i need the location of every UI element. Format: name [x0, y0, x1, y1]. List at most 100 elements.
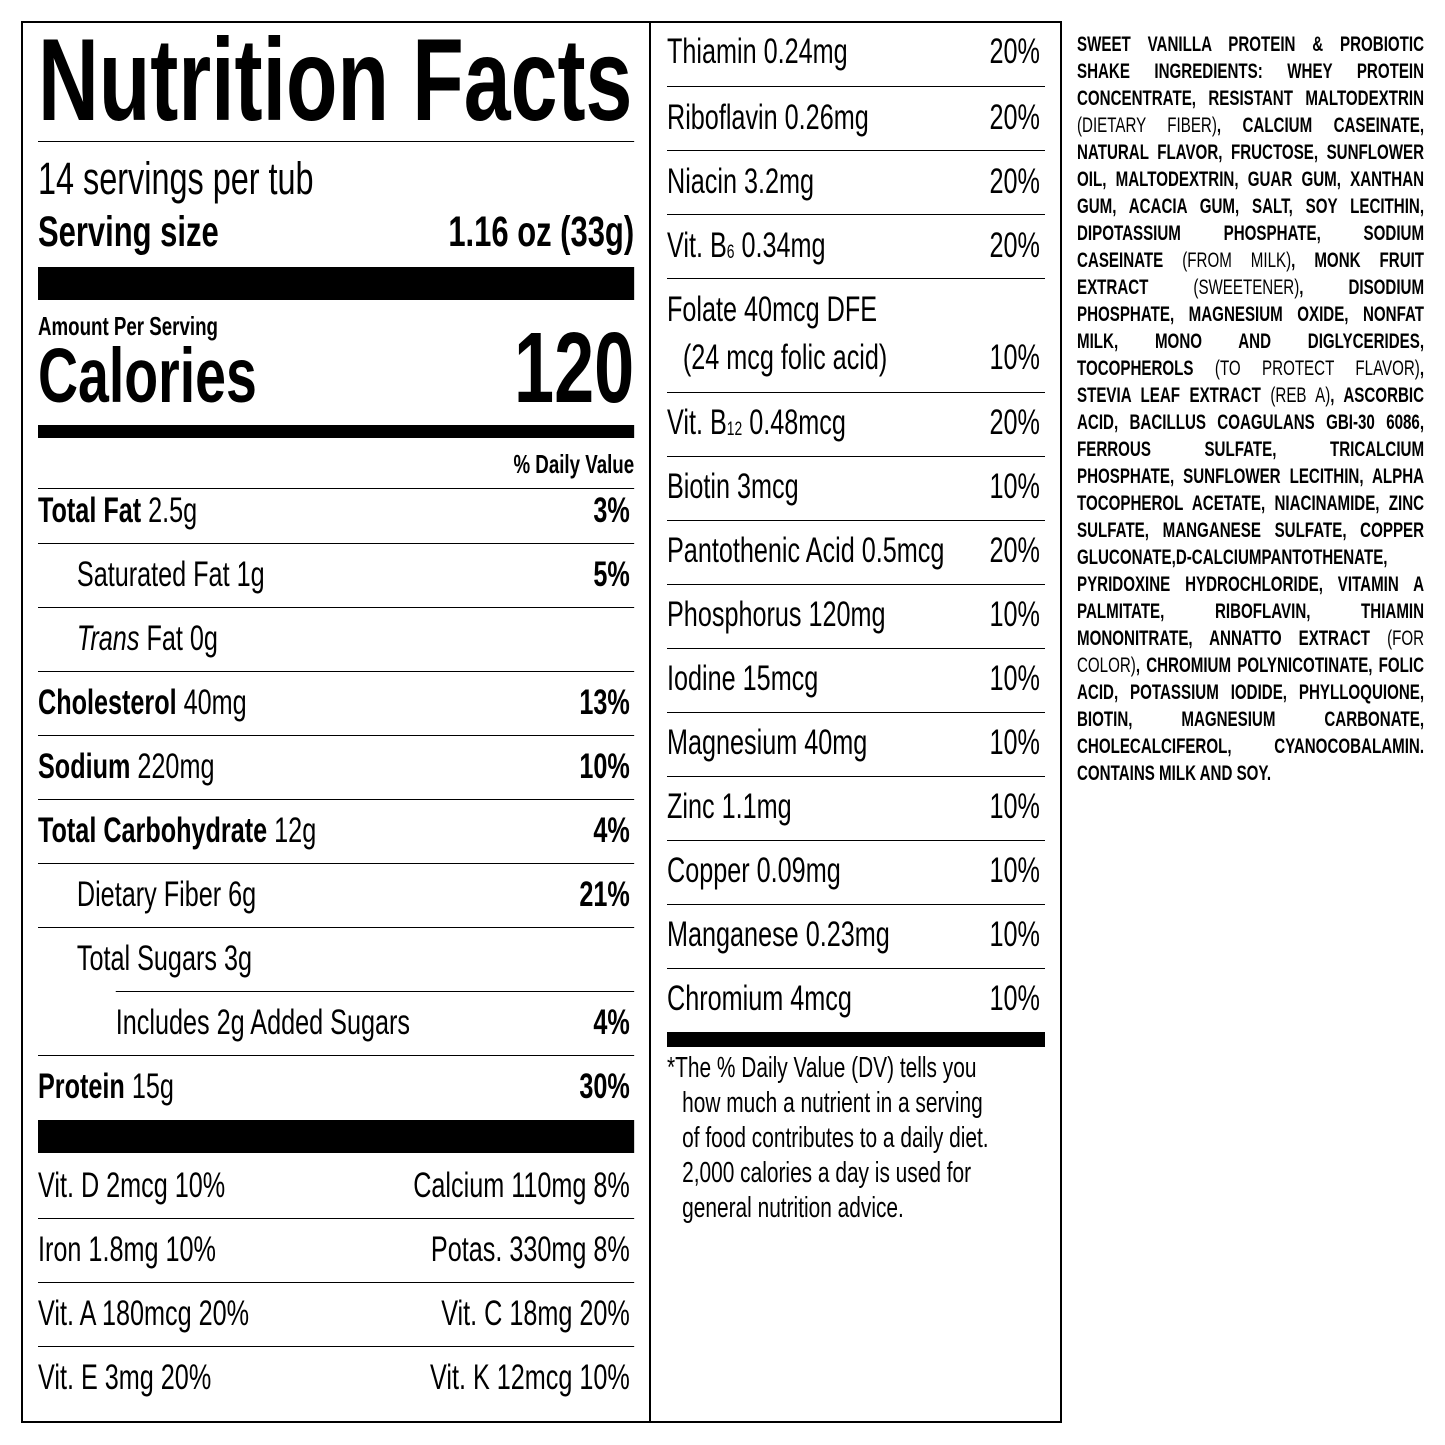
nutrient-label: Saturated Fat 1g	[77, 555, 265, 595]
divider	[667, 520, 1045, 521]
amount-per-serving: Amount Per Serving	[38, 311, 218, 341]
micronutrient-label: Thiamin 0.24mg	[667, 32, 848, 72]
medium-bar	[38, 425, 635, 438]
divider	[667, 456, 1045, 457]
nutrient-amount: 12g	[274, 811, 317, 850]
divider	[667, 648, 1045, 649]
nutrient-row: Sodium 220mg 10%	[38, 747, 630, 787]
nutrient-name: Sodium	[38, 747, 131, 786]
ingredient-note: (REB A)	[1270, 384, 1331, 407]
nutrient-name: Fat	[146, 619, 183, 658]
divider	[38, 863, 635, 864]
micronutrient-subscript: 12	[726, 418, 743, 440]
micronutrient-daily-value: 10%	[989, 787, 1040, 826]
serving-size-value: 1.16 oz (33g)	[448, 208, 635, 256]
label-title: Nutrition Facts	[38, 14, 633, 145]
micronutrient-subnote: (24 mcg folic acid)	[682, 338, 888, 377]
micronutrient-row: Phosphorus 120mg 10%	[667, 595, 1040, 635]
micronutrient-amount: 0.48mcg	[742, 403, 846, 442]
micronutrient-name: Manganese 0.23mg	[667, 915, 890, 954]
column-divider	[649, 22, 651, 1421]
divider	[38, 141, 635, 142]
nutrient-row: Total Carbohydrate 12g 4%	[38, 811, 630, 851]
ingredient-text: , ASCORBIC ACID, BACILLUS COAGULANS GBI-…	[1077, 384, 1425, 650]
vitamin-right: Vit. C 18mg 20%	[441, 1294, 630, 1333]
micronutrient-row: Thiamin 0.24mg 20%	[667, 32, 1040, 72]
micronutrient-label: Biotin 3mcg	[667, 467, 799, 507]
footnote-line: 2,000 calories a day is used for	[682, 1157, 972, 1189]
micronutrient-name: Copper 0.09mg	[667, 851, 841, 890]
serving-size-row: Serving size 1.16 oz (33g)	[38, 208, 634, 256]
nutrient-row: Protein 15g 30%	[38, 1067, 630, 1107]
divider	[667, 776, 1045, 777]
micronutrient-name: Riboflavin 0.26mg	[667, 98, 869, 137]
micronutrient-name: Iodine 15mcg	[667, 659, 819, 698]
micronutrient-label: Pantothenic Acid 0.5mcg	[667, 531, 944, 571]
micronutrient-daily-value: 10%	[989, 338, 1040, 377]
nutrient-amount: 6g	[228, 875, 257, 914]
footnote-line: how much a nutrient in a serving	[682, 1087, 983, 1119]
vitamin-row: Vit. D 2mcg 10% Calcium 110mg 8%	[38, 1166, 630, 1206]
nutrient-label: Trans Fat 0g	[77, 619, 218, 659]
nutrition-label-border	[21, 21, 1062, 1423]
nutrient-label: Protein 15g	[38, 1067, 174, 1107]
nutrient-daily-value: 4%	[593, 1003, 630, 1042]
micronutrient-label: Riboflavin 0.26mg	[667, 98, 869, 138]
micronutrient-name: Niacin 3.2mg	[667, 162, 815, 201]
micronutrient-label: Copper 0.09mg	[667, 851, 841, 891]
nutrition-facts-panel: Nutrition Facts 14 servings per tub Serv…	[38, 0, 635, 1445]
vitamin-left: Vit. A 180mcg 20%	[38, 1294, 250, 1333]
nutrient-label: Total Carbohydrate 12g	[38, 811, 316, 851]
divider	[667, 392, 1045, 393]
micronutrient-daily-value: 10%	[989, 915, 1040, 954]
divider	[38, 543, 635, 544]
vitamin-left: Vit. E 3mg 20%	[38, 1358, 212, 1397]
nutrient-name: Total Fat	[38, 491, 142, 530]
nutrient-amount: 3g	[223, 939, 253, 978]
nutrient-label: Total Sugars 3g	[77, 939, 252, 979]
micronutrient-label: Manganese 0.23mg	[667, 915, 890, 955]
ingredients-panel: SWEET VANILLA PROTEIN & PROBIOTIC SHAKE …	[1077, 0, 1424, 1445]
divider	[38, 488, 635, 489]
nutrient-amount: 2.5g	[148, 491, 198, 530]
micronutrient-daily-value: 10%	[989, 851, 1040, 890]
calories-label: Calories	[38, 333, 257, 419]
micronutrient-row: Niacin 3.2mg 20%	[667, 162, 1040, 202]
micronutrient-name: Zinc 1.1mg	[667, 787, 792, 826]
nutrient-daily-value: 13%	[579, 683, 630, 722]
nutrient-name: Saturated Fat	[76, 555, 230, 594]
nutrient-daily-value: 3%	[593, 491, 630, 530]
micronutrient-daily-value: 10%	[989, 723, 1040, 762]
divider	[38, 1346, 635, 1347]
vitamin-left: Vit. D 2mcg 10%	[38, 1166, 226, 1205]
divider	[667, 584, 1045, 585]
vitamin-right: Potas. 330mg 8%	[430, 1230, 630, 1269]
nutrient-name: Protein	[38, 1067, 125, 1106]
divider	[38, 671, 635, 672]
serving-size-label: Serving size	[38, 208, 219, 256]
divider	[38, 735, 635, 736]
nutrient-amount: 1g	[236, 555, 265, 594]
divider	[667, 968, 1045, 969]
ingredient-note: (FOR COLOR)	[1077, 627, 1425, 677]
nutrient-label: Cholesterol 40mg	[38, 683, 247, 723]
micronutrient-row: Zinc 1.1mg 10%	[667, 787, 1040, 827]
nutrient-amount: 15g	[131, 1067, 174, 1106]
nutrient-row: Trans Fat 0g	[77, 619, 630, 659]
nutrient-row: Dietary Fiber 6g 21%	[77, 875, 630, 915]
micronutrient-label: Iodine 15mcg	[667, 659, 818, 699]
vitamin-right: Calcium 110mg 8%	[413, 1166, 630, 1205]
footnote-line: general nutrition advice.	[682, 1192, 904, 1224]
micronutrient-daily-value: 10%	[989, 659, 1040, 698]
ingredient-text: , CHROMIUM POLYNICOTINATE, FOLIC ACID, P…	[1077, 654, 1425, 785]
micronutrient-label: Phosphorus 120mg	[667, 595, 886, 635]
micronutrient-name: Folate 40mcg DFE	[667, 290, 878, 329]
vitamin-right: Vit. K 12mcg 10%	[429, 1358, 630, 1397]
micronutrient-daily-value: 20%	[989, 226, 1040, 265]
micronutrient-row: Copper 0.09mg 10%	[667, 851, 1040, 891]
divider	[38, 1055, 635, 1056]
ingredient-note: (DIETARY FIBER)	[1077, 114, 1217, 137]
ingredient-text: , CALCIUM CASEINATE, NATURAL FLAVOR, FRU…	[1077, 114, 1425, 272]
micronutrient-row: Vit. B12 0.48mcg 20%	[667, 403, 1040, 443]
nutrient-label: Dietary Fiber 6g	[77, 875, 256, 915]
